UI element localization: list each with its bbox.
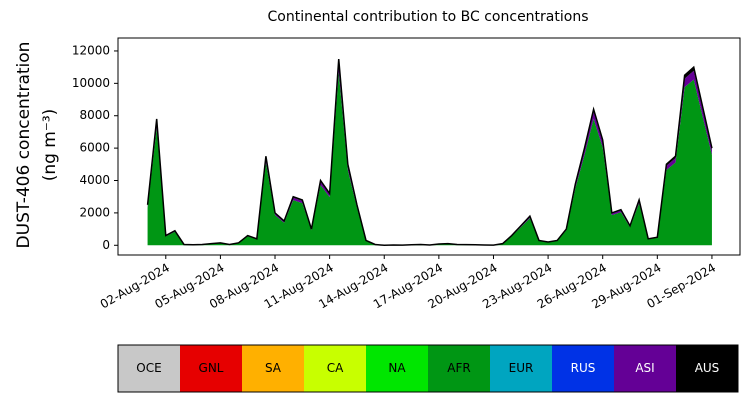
plot-frame xyxy=(117,37,741,256)
y-tick-label: 6000 xyxy=(79,141,110,155)
y-tick-label: 8000 xyxy=(79,108,110,122)
legend-frame xyxy=(117,344,739,393)
legend-label: AUS xyxy=(695,361,720,375)
legend-swatch xyxy=(552,345,615,392)
legend-swatch xyxy=(366,345,429,392)
legend-label: ASI xyxy=(635,361,654,375)
legend-label: OCE xyxy=(136,361,161,375)
area-layer xyxy=(147,72,712,246)
y-tick-label: 10000 xyxy=(72,76,110,90)
legend-label: GNL xyxy=(199,361,224,375)
y-axis-label: (ng m⁻³) xyxy=(40,109,60,182)
legend-swatch xyxy=(676,345,739,392)
y-tick-label: 0 xyxy=(102,238,110,252)
legend-swatch xyxy=(118,345,181,392)
legend-label: RUS xyxy=(571,361,596,375)
chart-title: Continental contribution to BC concentra… xyxy=(267,9,588,25)
legend-label: SA xyxy=(265,361,282,375)
y-axis-label: DUST-406 concentration xyxy=(14,42,34,249)
legend-label: CA xyxy=(327,361,344,375)
y-tick-label: 2000 xyxy=(79,205,110,219)
area-layer xyxy=(147,72,712,246)
y-tick-label: 4000 xyxy=(79,173,110,187)
legend-swatch xyxy=(242,345,305,392)
legend-swatch xyxy=(180,345,243,392)
area-layer xyxy=(147,62,712,246)
legend-label: NA xyxy=(388,361,406,375)
area-layer xyxy=(147,59,712,246)
total-outline xyxy=(146,58,713,247)
legend-swatch xyxy=(428,345,491,392)
y-tick-label: 12000 xyxy=(72,43,110,57)
legend-swatch xyxy=(304,345,367,392)
area-layer xyxy=(147,72,712,246)
legend-label: AFR xyxy=(447,361,470,375)
legend-swatch xyxy=(614,345,677,392)
legend-swatch xyxy=(490,345,553,392)
legend-label: EUR xyxy=(509,361,534,375)
